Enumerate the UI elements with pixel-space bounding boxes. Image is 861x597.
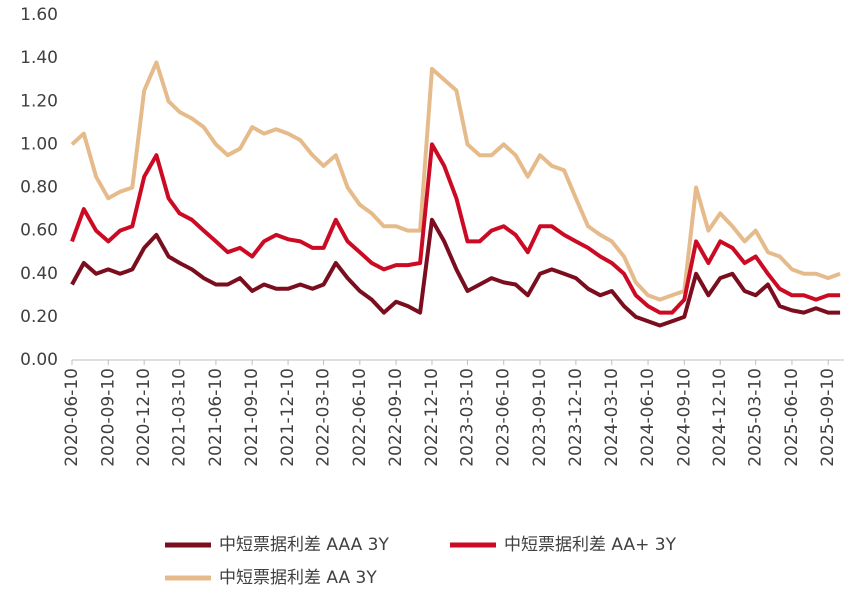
y-tick-label: 0.40 [20,264,58,284]
x-tick-label: 2023-09-10 [530,368,550,467]
y-tick-label: 1.60 [20,5,58,25]
x-tick-label: 2024-03-10 [602,368,622,467]
legend-label: 中短票据利差 AAA 3Y [219,535,389,555]
x-tick-label: 2024-12-10 [710,368,730,467]
x-tick-label: 2024-06-10 [638,368,658,467]
y-tick-label: 0.60 [20,221,58,241]
y-tick-label: 1.40 [20,48,58,68]
y-tick-label: 0.00 [20,350,58,370]
x-tick-label: 2023-06-10 [494,368,514,467]
x-tick-label: 2022-12-10 [422,368,442,467]
y-tick-label: 1.20 [20,91,58,111]
series-line [70,142,841,315]
x-tick-label: 2020-06-10 [62,368,82,467]
x-tick-label: 2025-09-10 [818,368,838,467]
x-tick-label: 2021-06-10 [206,368,226,467]
x-tick-label: 2021-03-10 [170,368,190,467]
series-line [70,60,841,302]
series-line [70,217,841,328]
x-tick-label: 2023-03-10 [457,368,477,467]
y-tick-label: 0.20 [20,307,58,327]
x-tick-label: 2022-03-10 [314,368,334,467]
x-tick-label: 2022-09-10 [386,368,406,467]
x-tick-label: 2021-12-10 [278,368,298,467]
x-tick-label: 2022-06-10 [350,368,370,467]
legend-label: 中短票据利差 AA+ 3Y [504,535,677,555]
y-tick-label: 1.00 [20,134,58,154]
x-tick-label: 2025-03-10 [746,368,766,467]
y-tick-label: 0.80 [20,178,58,198]
x-tick-label: 2023-12-10 [566,368,586,467]
x-tick-label: 2024-09-10 [674,368,694,467]
x-tick-label: 2020-12-10 [134,368,154,467]
x-tick-label: 2025-06-10 [782,368,802,467]
x-tick-label: 2021-09-10 [242,368,262,467]
x-tick-label: 2020-09-10 [98,368,118,467]
legend-label: 中短票据利差 AA 3Y [219,568,377,588]
